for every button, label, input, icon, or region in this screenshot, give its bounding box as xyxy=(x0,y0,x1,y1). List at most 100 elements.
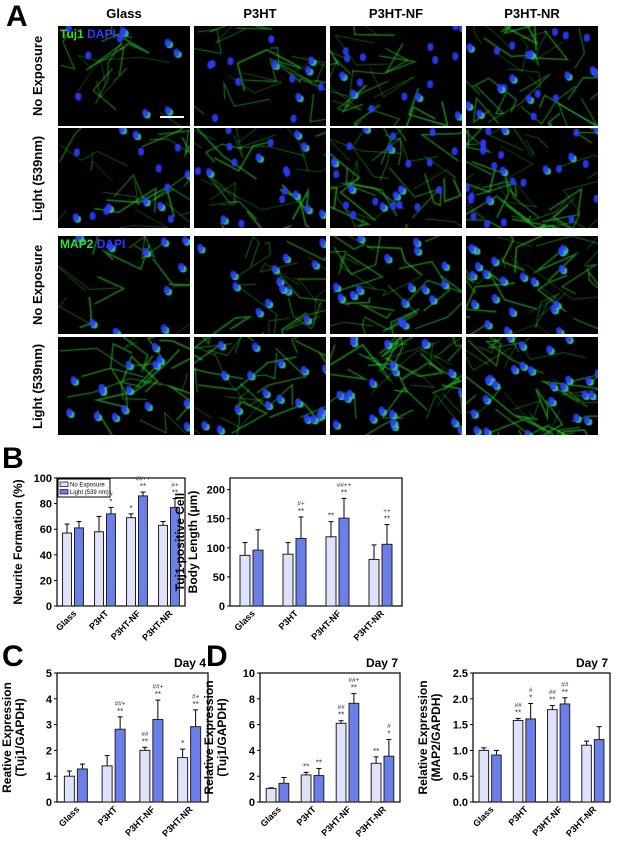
x-tick-label: P3HT-NF xyxy=(319,804,353,838)
significance-mark: ** xyxy=(117,707,123,716)
micrograph-1-1 xyxy=(194,128,326,228)
column-header-p3ht: P3HT xyxy=(243,6,277,21)
panel-d-label: D xyxy=(206,640,228,673)
chart-title: Day 7 xyxy=(576,656,608,670)
micrograph-2-3 xyxy=(466,236,598,334)
significance-mark: #+ xyxy=(171,482,179,489)
bar-no-exposure xyxy=(239,554,251,607)
marker-label: MAP2 xyxy=(60,237,94,251)
panel-b-label: B xyxy=(2,442,24,475)
bar-no-exposure xyxy=(177,757,189,803)
plot-frame xyxy=(472,672,611,803)
x-tick-label: Glass xyxy=(232,608,256,632)
bar-light xyxy=(383,755,395,803)
micrograph-3-3 xyxy=(466,337,598,435)
x-tick-label: P3HT xyxy=(295,804,319,828)
y-tick-label: 60 xyxy=(40,524,52,536)
counterstain-label: DAPI xyxy=(87,27,116,41)
column-header-p3ht-nr: P3HT-NR xyxy=(504,6,560,21)
significance-mark: ** xyxy=(172,488,178,497)
x-tick-label: P3HT-NR xyxy=(564,804,599,839)
micrograph-0-3 xyxy=(466,26,598,126)
x-tick-label: P3HT-NR xyxy=(354,804,389,839)
significance-mark: ##+ xyxy=(348,677,359,684)
y-tick-label: 0.5 xyxy=(453,771,468,783)
significance-mark: * xyxy=(109,497,112,506)
bar-light xyxy=(252,549,264,607)
bar-light xyxy=(152,718,164,803)
y-tick-label: 1 xyxy=(46,771,52,783)
bar-no-exposure xyxy=(158,524,168,607)
y-tick-label: 2.5 xyxy=(453,668,468,680)
bar-light xyxy=(278,782,290,803)
bar-no-exposure xyxy=(368,558,380,607)
legend-label: No Exposure xyxy=(70,483,105,489)
bar-no-exposure xyxy=(512,719,524,803)
significance-mark: ** xyxy=(515,708,521,717)
bar-light xyxy=(559,703,571,803)
significance-mark: ## xyxy=(561,681,569,688)
bar-no-exposure xyxy=(265,787,277,803)
y-tick-label: 200 xyxy=(207,485,225,497)
legend-swatch xyxy=(59,481,69,487)
y-axis-label: (Tuj1/GAPDH) xyxy=(215,698,229,776)
y-tick-label: 2 xyxy=(46,745,52,757)
significance-mark: * xyxy=(181,739,184,748)
x-tick-label: Glass xyxy=(54,608,78,632)
significance-mark: ++ xyxy=(383,508,391,515)
bar-no-exposure xyxy=(300,774,312,803)
x-tick-label: P3HT xyxy=(87,608,111,632)
y-tick-label: 3 xyxy=(46,720,52,732)
significance-mark: ** xyxy=(338,711,344,720)
micrograph-0-0 xyxy=(58,26,190,126)
y-axis-label: Relative Expression xyxy=(416,680,430,794)
x-tick-label: P3HT-NF xyxy=(123,804,157,838)
y-tick-label: 4 xyxy=(249,745,256,757)
y-tick-label: 0 xyxy=(249,797,255,809)
micrograph-1-0 xyxy=(58,128,190,228)
significance-mark: ** xyxy=(140,482,146,491)
x-tick-label: P3HT xyxy=(277,608,301,632)
micrograph-2-2 xyxy=(330,236,462,334)
bar-no-exposure xyxy=(581,744,592,803)
bar-light xyxy=(106,513,116,607)
significance-mark: ##+ xyxy=(115,700,126,707)
y-tick-label: 2.0 xyxy=(453,694,468,706)
significance-mark: ** xyxy=(351,684,357,693)
legend xyxy=(57,478,111,498)
micrograph-3-2 xyxy=(330,337,462,435)
bar-no-exposure xyxy=(478,749,490,803)
y-tick-label: 40 xyxy=(40,550,52,562)
significance-mark: ** xyxy=(341,488,347,497)
micrograph-1-2 xyxy=(330,128,462,228)
bar-light xyxy=(138,495,148,607)
bar-light xyxy=(525,718,536,803)
significance-mark: ** xyxy=(316,758,322,767)
bar-no-exposure xyxy=(62,532,73,607)
bar-no-exposure xyxy=(370,762,382,803)
x-tick-label: Glass xyxy=(471,804,495,828)
y-axis-label: Reative Expression xyxy=(0,682,14,793)
column-header-p3ht-nf: P3HT-NF xyxy=(368,6,424,21)
significance-mark: # xyxy=(387,723,391,730)
chart-title: Day 4 xyxy=(174,656,206,670)
column-header-glass: Glass xyxy=(106,6,142,21)
y-tick-label: 5 xyxy=(46,668,52,680)
significance-mark: ** xyxy=(373,747,379,756)
x-tick-label: P3HT xyxy=(96,804,120,828)
significance-mark: ** xyxy=(142,737,148,746)
bar-no-exposure xyxy=(282,553,294,607)
y-tick-label: 0 xyxy=(46,797,52,809)
y-tick-label: 10 xyxy=(243,668,255,680)
chart-d-map2-day7: 0.0 0.5 1.0 1.5 2.0 2.5 Relative Expression (MA… xyxy=(416,656,611,839)
marker-label: Tuj1 xyxy=(60,27,84,41)
x-tick-label: P3HT-NF xyxy=(309,608,343,642)
x-tick-label: P3HT-NR xyxy=(140,608,175,643)
bar-no-exposure xyxy=(94,531,105,607)
bar-light xyxy=(381,543,393,607)
y-tick-label: 2 xyxy=(249,771,255,783)
bar-light xyxy=(348,702,360,803)
significance-mark: ##+ xyxy=(152,684,163,691)
micrograph-2-1 xyxy=(194,236,326,334)
y-tick-label: 1.5 xyxy=(453,720,468,732)
